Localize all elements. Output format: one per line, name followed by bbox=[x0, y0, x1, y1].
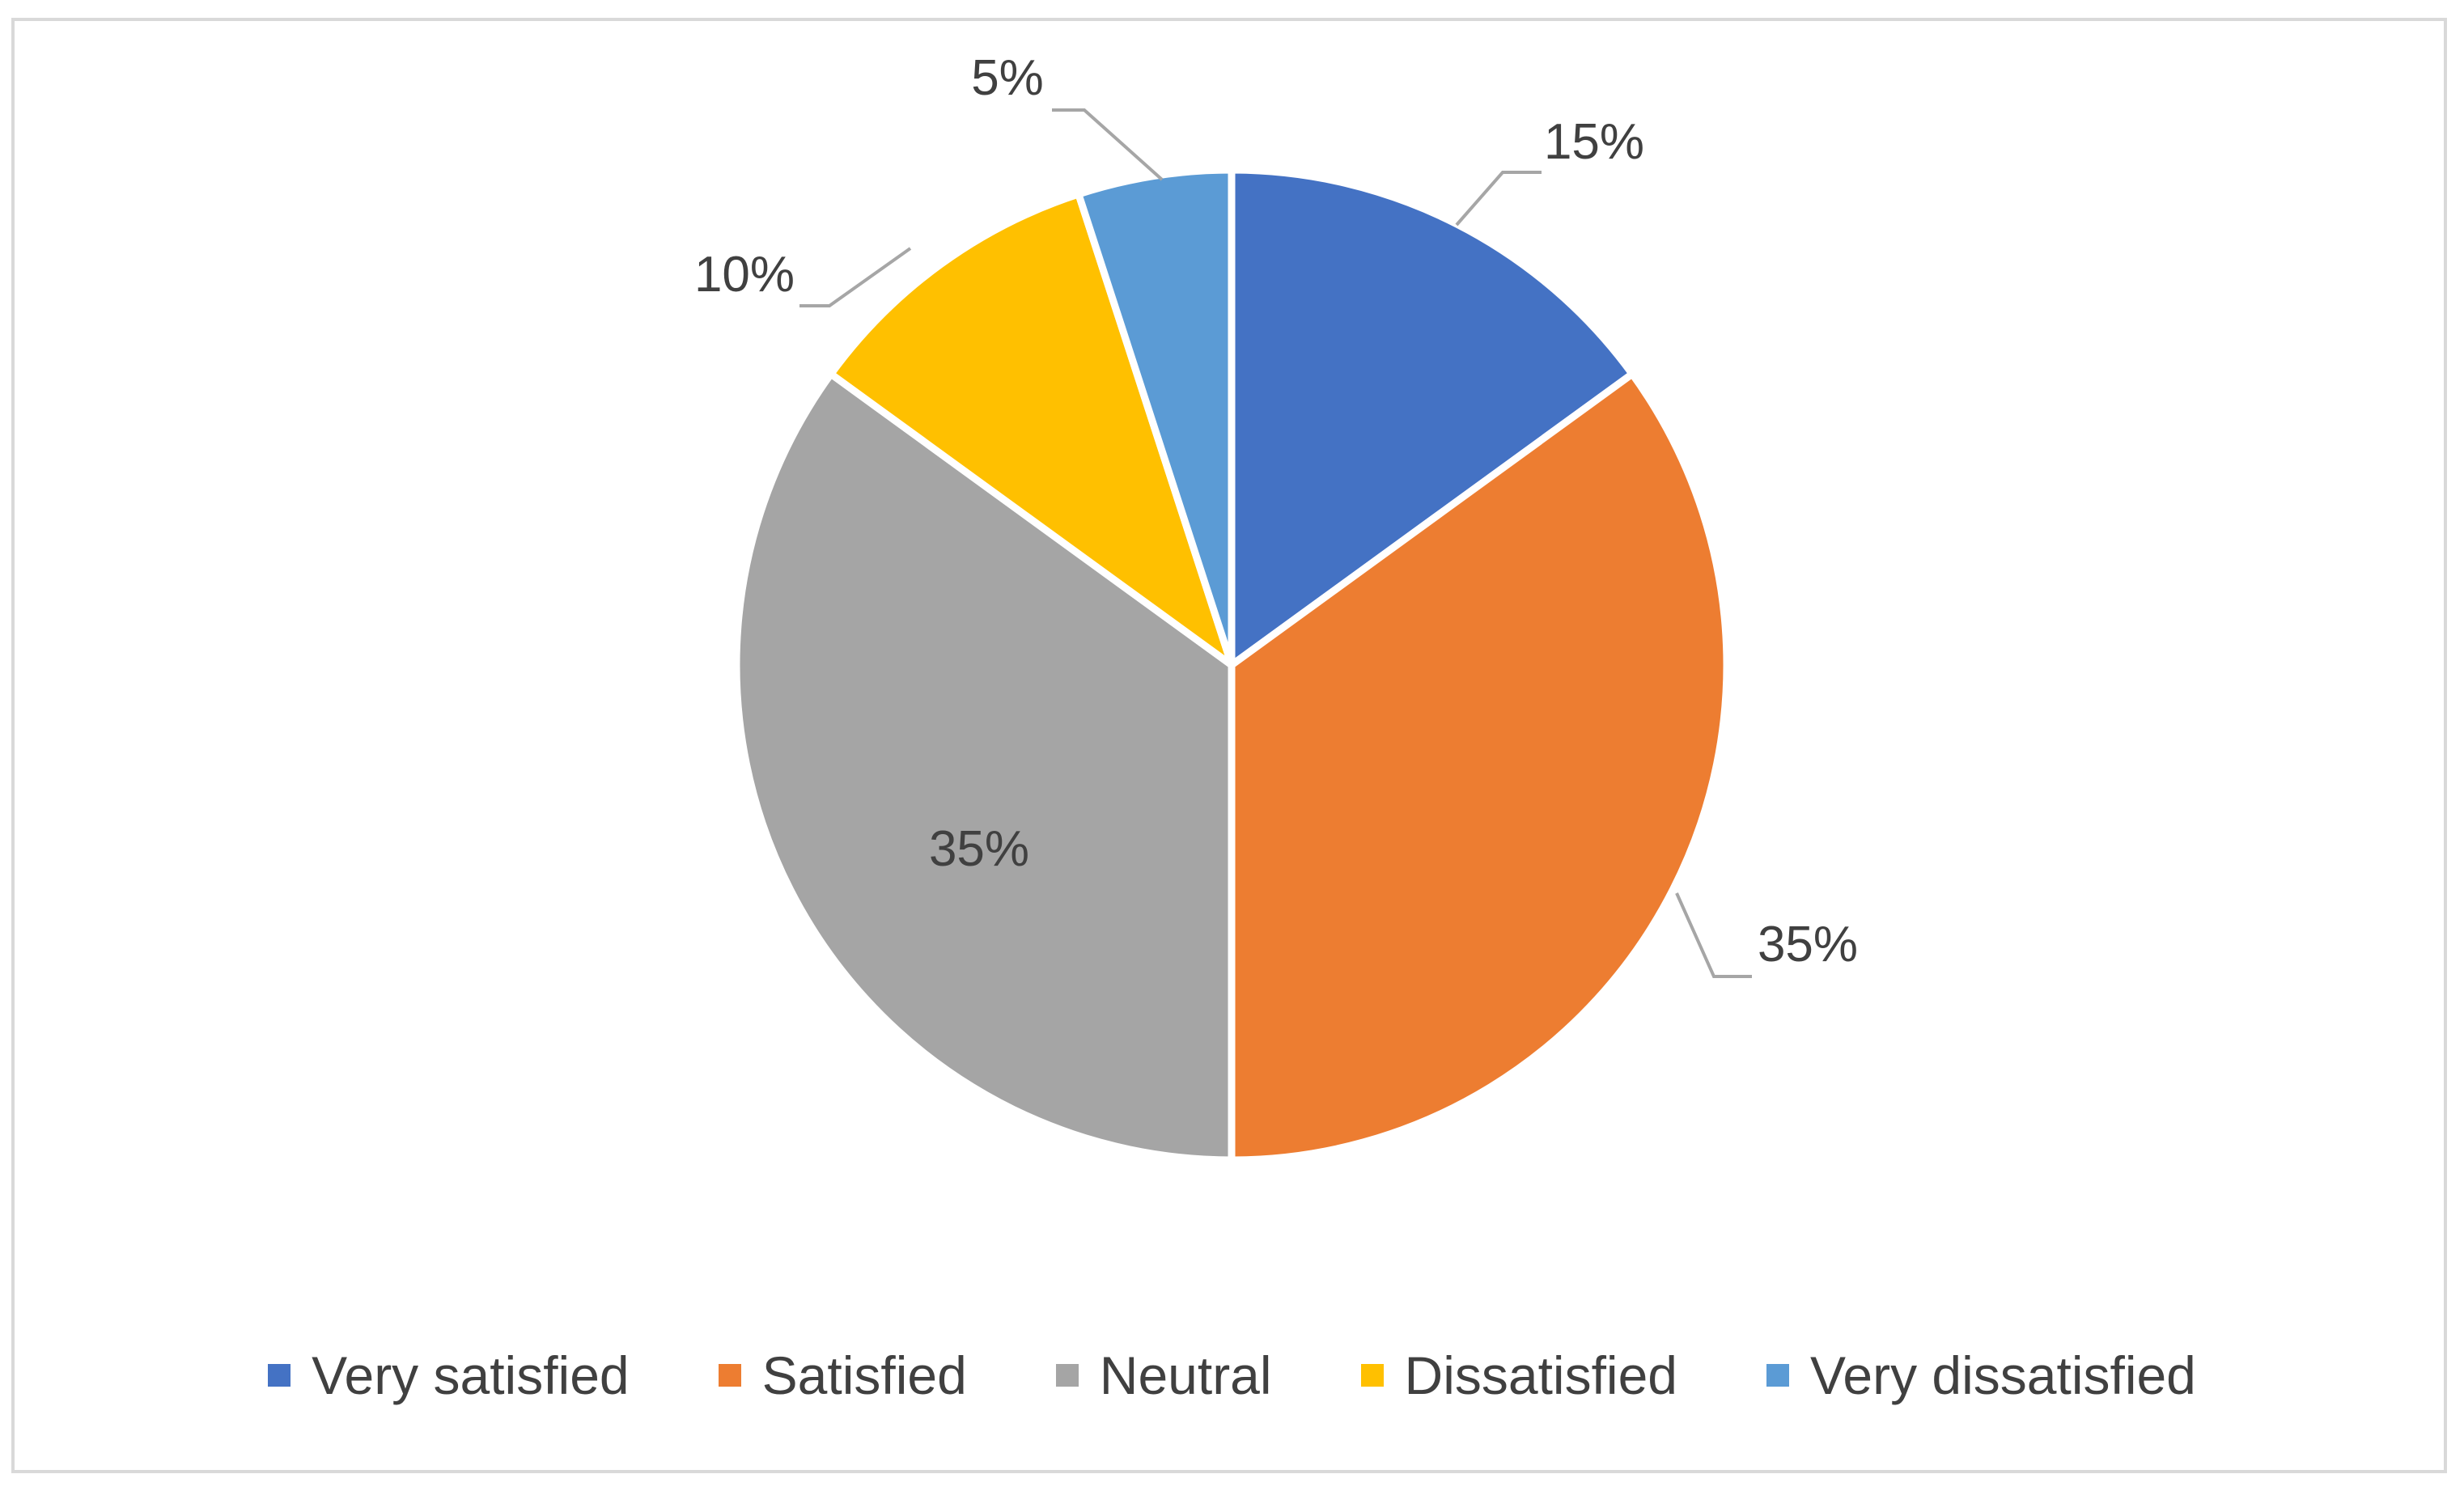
data-label: 5% bbox=[971, 50, 1044, 106]
leader-line bbox=[1675, 892, 1752, 978]
legend-item-dissatisfied: Dissatisfied bbox=[1360, 1345, 1677, 1406]
legend-item-very-dissatisfied: Very dissatisfied bbox=[1766, 1345, 2196, 1406]
data-label: 35% bbox=[929, 821, 1029, 877]
legend-label: Neutral bbox=[1099, 1345, 1272, 1405]
legend-swatch bbox=[1055, 1364, 1079, 1387]
leader-line bbox=[1455, 171, 1542, 227]
leader-line bbox=[799, 247, 912, 307]
legend-label: Very dissatisfied bbox=[1810, 1345, 2196, 1405]
legend-item-very-satisfied: Very satisfied bbox=[268, 1345, 630, 1406]
data-label: 10% bbox=[694, 247, 795, 303]
pie-slice-very-dissatisfied bbox=[1075, 166, 1236, 669]
legend-label: Satisfied bbox=[761, 1345, 967, 1405]
pie-slice-neutral bbox=[732, 370, 1236, 1164]
legend-item-neutral: Neutral bbox=[1055, 1345, 1272, 1406]
legend-swatch bbox=[268, 1364, 291, 1387]
leader-line bbox=[1052, 108, 1164, 181]
data-label: 15% bbox=[1544, 114, 1644, 170]
legend-item-satisfied: Satisfied bbox=[718, 1345, 967, 1406]
legend-swatch bbox=[1766, 1364, 1789, 1387]
data-label: 35% bbox=[1758, 917, 1858, 972]
legend-swatch bbox=[1360, 1364, 1384, 1387]
pie-slice-dissatisfied bbox=[827, 190, 1236, 669]
legend: Very satisfied Satisfied Neutral Dissati… bbox=[0, 1343, 2464, 1408]
legend-swatch bbox=[718, 1364, 741, 1387]
legend-label: Dissatisfied bbox=[1404, 1345, 1677, 1405]
pie-slice-satisfied bbox=[1228, 370, 1731, 1164]
legend-label: Very satisfied bbox=[312, 1345, 630, 1405]
